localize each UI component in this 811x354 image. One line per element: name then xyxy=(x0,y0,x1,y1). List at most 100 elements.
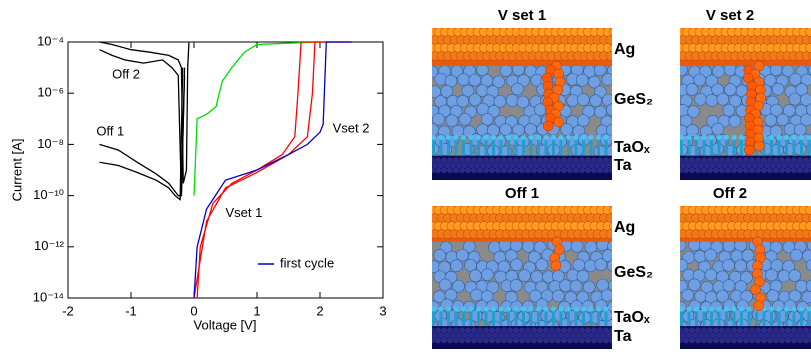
ta-atom xyxy=(794,162,800,168)
ta-atom xyxy=(731,167,737,173)
ta-atom xyxy=(453,167,459,173)
ta-atom xyxy=(719,337,725,343)
ta-atom xyxy=(683,157,689,163)
taox-pillar xyxy=(605,309,608,326)
ta-atom xyxy=(543,337,549,343)
x-tick-label: 2 xyxy=(316,303,323,318)
ta-atom xyxy=(465,327,471,333)
ta-atom xyxy=(582,162,588,168)
ag-atom xyxy=(629,28,638,37)
taox-atom xyxy=(529,306,534,311)
ta-atom xyxy=(722,332,728,338)
ta-atom xyxy=(698,162,704,168)
taox-atom xyxy=(589,306,594,311)
ta-atom xyxy=(597,157,603,163)
ta-atom xyxy=(716,162,722,168)
taox-atom xyxy=(784,306,789,311)
ta-atom xyxy=(782,162,788,168)
ta-atom xyxy=(707,327,713,333)
ges2-atom xyxy=(590,95,602,107)
taox-pillar xyxy=(447,309,450,326)
y-tick-label: 10⁻⁸ xyxy=(37,136,64,151)
ta-atom xyxy=(468,162,474,168)
ta-atom xyxy=(525,167,531,173)
ta-atom xyxy=(725,337,731,343)
ges2-atom xyxy=(735,260,747,272)
ta-atom xyxy=(432,162,438,168)
ta-atom xyxy=(513,157,519,163)
ta-atom xyxy=(707,337,713,343)
taox-pillar xyxy=(778,137,781,155)
ta-atom xyxy=(450,162,456,168)
taox-pillar xyxy=(477,309,480,326)
ta-atom xyxy=(576,162,582,168)
ta-atom xyxy=(474,332,480,338)
ta-atom xyxy=(677,337,683,343)
taox-pillar xyxy=(515,137,518,155)
ta-atom xyxy=(603,327,609,333)
ta-atom xyxy=(728,162,734,168)
ta-atom xyxy=(683,167,689,173)
ta-atom xyxy=(459,157,465,163)
taox-pillar xyxy=(477,137,480,155)
ta-atom xyxy=(704,332,710,338)
ta-atom xyxy=(794,332,800,338)
taox-atom xyxy=(551,135,556,140)
ta-atom xyxy=(468,332,474,338)
taox-atom xyxy=(559,135,564,140)
taox-pillar xyxy=(703,309,706,326)
ta-atom xyxy=(722,162,728,168)
taox-pillar xyxy=(515,309,518,326)
taox-pillar xyxy=(710,309,713,326)
taox-pillar xyxy=(455,137,458,155)
taox-pillar xyxy=(695,309,698,326)
x-tick-label: 3 xyxy=(379,303,386,318)
taox-pillar xyxy=(793,137,796,155)
taox-pillar xyxy=(778,309,781,326)
ta-atom xyxy=(441,157,447,163)
taox-atom xyxy=(529,135,534,140)
taox-atom xyxy=(461,135,466,140)
ta-atom xyxy=(462,162,468,168)
taox-atom xyxy=(439,135,444,140)
ges2-atom xyxy=(695,93,707,105)
ta-atom xyxy=(489,327,495,333)
ta-atom xyxy=(576,332,582,338)
ta-atom xyxy=(537,167,543,173)
ges2-atom xyxy=(694,250,706,262)
ta-atom xyxy=(534,332,540,338)
taox-pillar xyxy=(793,309,796,326)
ag-atom xyxy=(616,28,625,37)
ta-atom xyxy=(603,167,609,173)
taox-pillar xyxy=(545,309,548,326)
ta-atom xyxy=(716,332,722,338)
ta-atom xyxy=(743,327,749,333)
ta-atom xyxy=(755,167,761,173)
ta-atom xyxy=(695,327,701,333)
taox-atom xyxy=(732,135,737,140)
ta-atom xyxy=(540,162,546,168)
ges2-atom xyxy=(470,289,482,301)
ta-atom xyxy=(561,337,567,343)
ta-atom xyxy=(534,162,540,168)
ta-atom xyxy=(785,157,791,163)
ta-atom xyxy=(737,327,743,333)
ta-atom xyxy=(728,332,734,338)
ta-atom xyxy=(749,157,755,163)
ges2-atom xyxy=(771,144,783,156)
taox-pillar xyxy=(718,309,721,326)
ges2-atom xyxy=(451,260,463,272)
ta-atom xyxy=(737,337,743,343)
ges2-atom xyxy=(481,113,493,125)
ta-atom xyxy=(731,157,737,163)
ta-atom xyxy=(677,327,683,333)
taox-pillar xyxy=(462,137,465,155)
taox-pillar xyxy=(455,309,458,326)
ta-atom xyxy=(788,162,794,168)
ta-atom xyxy=(591,327,597,333)
ta-atom xyxy=(465,337,471,343)
ta-atom xyxy=(779,327,785,333)
ta-atom xyxy=(480,162,486,168)
annotation: Vset 2 xyxy=(333,120,370,135)
panel-title: Off 2 xyxy=(713,185,747,202)
